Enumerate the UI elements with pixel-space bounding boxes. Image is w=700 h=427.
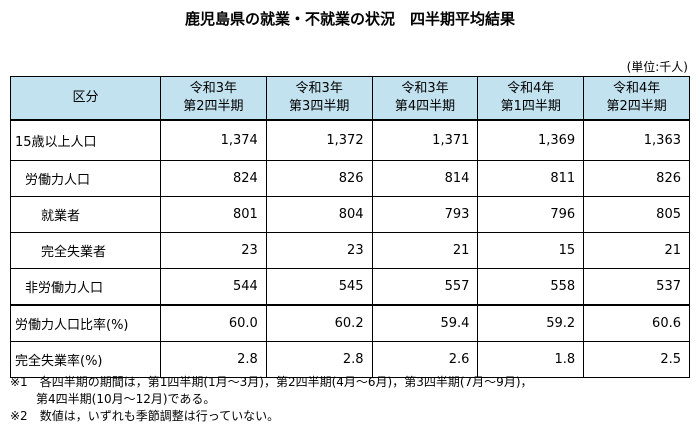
cell: 811 xyxy=(477,160,585,197)
cell: 544 xyxy=(160,268,267,306)
cell: 804 xyxy=(265,196,373,233)
note: 第4四半期(10月～12月)である。 xyxy=(36,392,216,406)
cell: 21 xyxy=(583,232,690,269)
row-label: 完全失業者 xyxy=(10,232,161,269)
header-cell: 令和3年 第2四半期 xyxy=(160,76,267,121)
cell: 824 xyxy=(160,160,267,197)
cell: 1,372 xyxy=(265,119,373,161)
table-row: 非労働力人口 544 545 557 558 537 xyxy=(10,268,690,306)
cell: 60.6 xyxy=(583,304,690,342)
table-row: 15歳以上人口 1,374 1,372 1,371 1,369 1,363 xyxy=(10,119,690,161)
cell: 558 xyxy=(477,268,585,306)
unit-label: (単位:千人) xyxy=(626,60,688,74)
table-row: 労働力人口 824 826 814 811 826 xyxy=(10,160,690,197)
row-label: 非労働力人口 xyxy=(10,268,161,306)
cell: 2.8 xyxy=(160,341,267,378)
cell: 60.0 xyxy=(160,304,267,342)
cell: 23 xyxy=(265,232,373,269)
cell: 801 xyxy=(160,196,267,233)
cell: 1,363 xyxy=(583,119,690,161)
header-cell: 区分 xyxy=(10,76,161,121)
cell: 59.4 xyxy=(371,304,479,342)
table-row: 完全失業率(%) 2.8 2.8 2.6 1.8 2.5 xyxy=(10,341,690,378)
row-label: 完全失業率(%) xyxy=(10,341,161,378)
cell: 15 xyxy=(477,232,585,269)
cell: 557 xyxy=(371,268,479,306)
row-label: 労働力人口 xyxy=(10,160,161,197)
notes: ※1 各四半期の期間は，第1四半期(1月～3月)，第2四半期(4月～6月)，第3… xyxy=(10,374,533,425)
cell: 2.6 xyxy=(371,341,479,378)
cell: 60.2 xyxy=(265,304,373,342)
cell: 793 xyxy=(371,196,479,233)
cell: 2.8 xyxy=(265,341,373,378)
cell: 2.5 xyxy=(583,341,690,378)
cell: 545 xyxy=(265,268,373,306)
cell: 1,371 xyxy=(371,119,479,161)
header-cell: 令和3年 第4四半期 xyxy=(371,76,479,121)
table: 区分 令和3年 第2四半期 令和3年 第3四半期 令和3年 第4四半期 令和4年 第1四… xyxy=(10,76,690,378)
header-row: 区分 令和3年 第2四半期 令和3年 第3四半期 令和3年 第4四半期 令和4年 第1四… xyxy=(10,76,690,121)
cell: 1,369 xyxy=(477,119,585,161)
row-label: 15歳以上人口 xyxy=(10,119,161,161)
cell: 814 xyxy=(371,160,479,197)
cell: 23 xyxy=(160,232,267,269)
header-cell: 令和4年 第2四半期 xyxy=(583,76,690,121)
header-cell: 令和3年 第3四半期 xyxy=(265,76,373,121)
table-row: 就業者 801 804 793 796 805 xyxy=(10,196,690,233)
table-body: 15歳以上人口 1,374 1,372 1,371 1,369 1,363 労働力人口 824… xyxy=(10,119,690,378)
row-label: 労働力人口比率(%) xyxy=(10,304,161,342)
cell: 1.8 xyxy=(477,341,585,378)
row-label: 就業者 xyxy=(10,196,161,233)
cell: 21 xyxy=(371,232,479,269)
table-row: 完全失業者 23 23 21 15 21 xyxy=(10,232,690,269)
table-row: 労働力人口比率(%) 60.0 60.2 59.4 59.2 60.6 xyxy=(10,304,690,342)
cell: 59.2 xyxy=(477,304,585,342)
cell: 826 xyxy=(583,160,690,197)
cell: 537 xyxy=(583,268,690,306)
title: 鹿児島県の就業・不就業の状況 四半期平均結果 xyxy=(184,10,515,28)
cell: 805 xyxy=(583,196,690,233)
cell: 826 xyxy=(265,160,373,197)
header-cell: 令和4年 第1四半期 xyxy=(477,76,585,121)
note: ※2 数値は，いずれも季節調整は行っていない。 xyxy=(10,409,280,423)
cell: 796 xyxy=(477,196,585,233)
note: ※1 各四半期の期間は，第1四半期(1月～3月)，第2四半期(4月～6月)，第3… xyxy=(10,375,533,389)
cell: 1,374 xyxy=(160,119,267,161)
